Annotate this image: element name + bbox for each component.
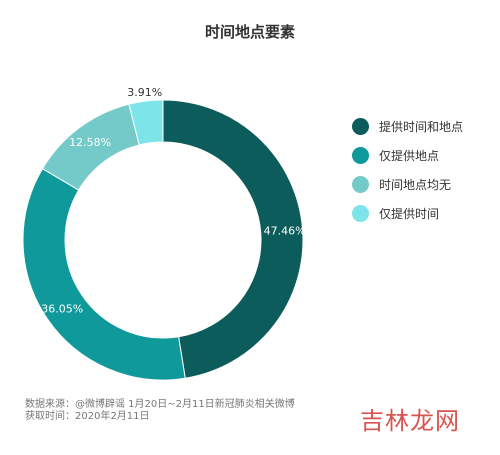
capture-date-line: 获取时间：2020年2月11日 <box>25 411 150 422</box>
legend-item-2: 仅提供地点 <box>352 141 463 170</box>
source-line: 数据来源：@微博辟谣 1月20日~2月11日新冠肺炎相关微博 <box>25 399 295 410</box>
slice-value-label-3: 12.58% <box>69 136 111 149</box>
legend-item-1: 提供时间和地点 <box>352 112 463 141</box>
watermark-logo: 吉林龙网 <box>360 407 460 435</box>
donut-slice-1 <box>162 99 304 379</box>
donut-slices <box>22 99 304 381</box>
donut-slice-4 <box>128 99 164 146</box>
legend-swatch-icon <box>352 147 369 164</box>
slice-value-label-1: 47.46% <box>264 224 306 237</box>
legend-swatch-icon <box>352 118 369 135</box>
donut-slice-labels: 47.46% 36.05% 12.58% 3.91% <box>41 86 305 316</box>
legend-item-3: 时间地点均无 <box>352 170 463 199</box>
legend-label: 时间地点均无 <box>379 178 452 192</box>
legend-label: 仅提供时间 <box>379 207 440 221</box>
legend: 提供时间和地点 仅提供地点时间地点均无 仅提供时间 <box>352 112 463 228</box>
legend-label: 提供时间和地点 <box>379 120 464 134</box>
legend-item-4: 仅提供时间 <box>352 199 463 228</box>
slice-value-label-4: 3.91% <box>127 86 162 99</box>
legend-swatch-icon <box>352 176 369 193</box>
source-note: 数据来源：@微博辟谣 1月20日~2月11日新冠肺炎相关微博 获取时间：2020… <box>25 399 295 423</box>
chart-title: 时间地点要素 <box>204 23 295 41</box>
legend-swatch-icon <box>352 205 369 222</box>
slice-value-label-2: 36.05% <box>41 303 83 316</box>
legend-label: 仅提供地点 <box>379 149 440 163</box>
donut-slice-2 <box>22 167 186 381</box>
